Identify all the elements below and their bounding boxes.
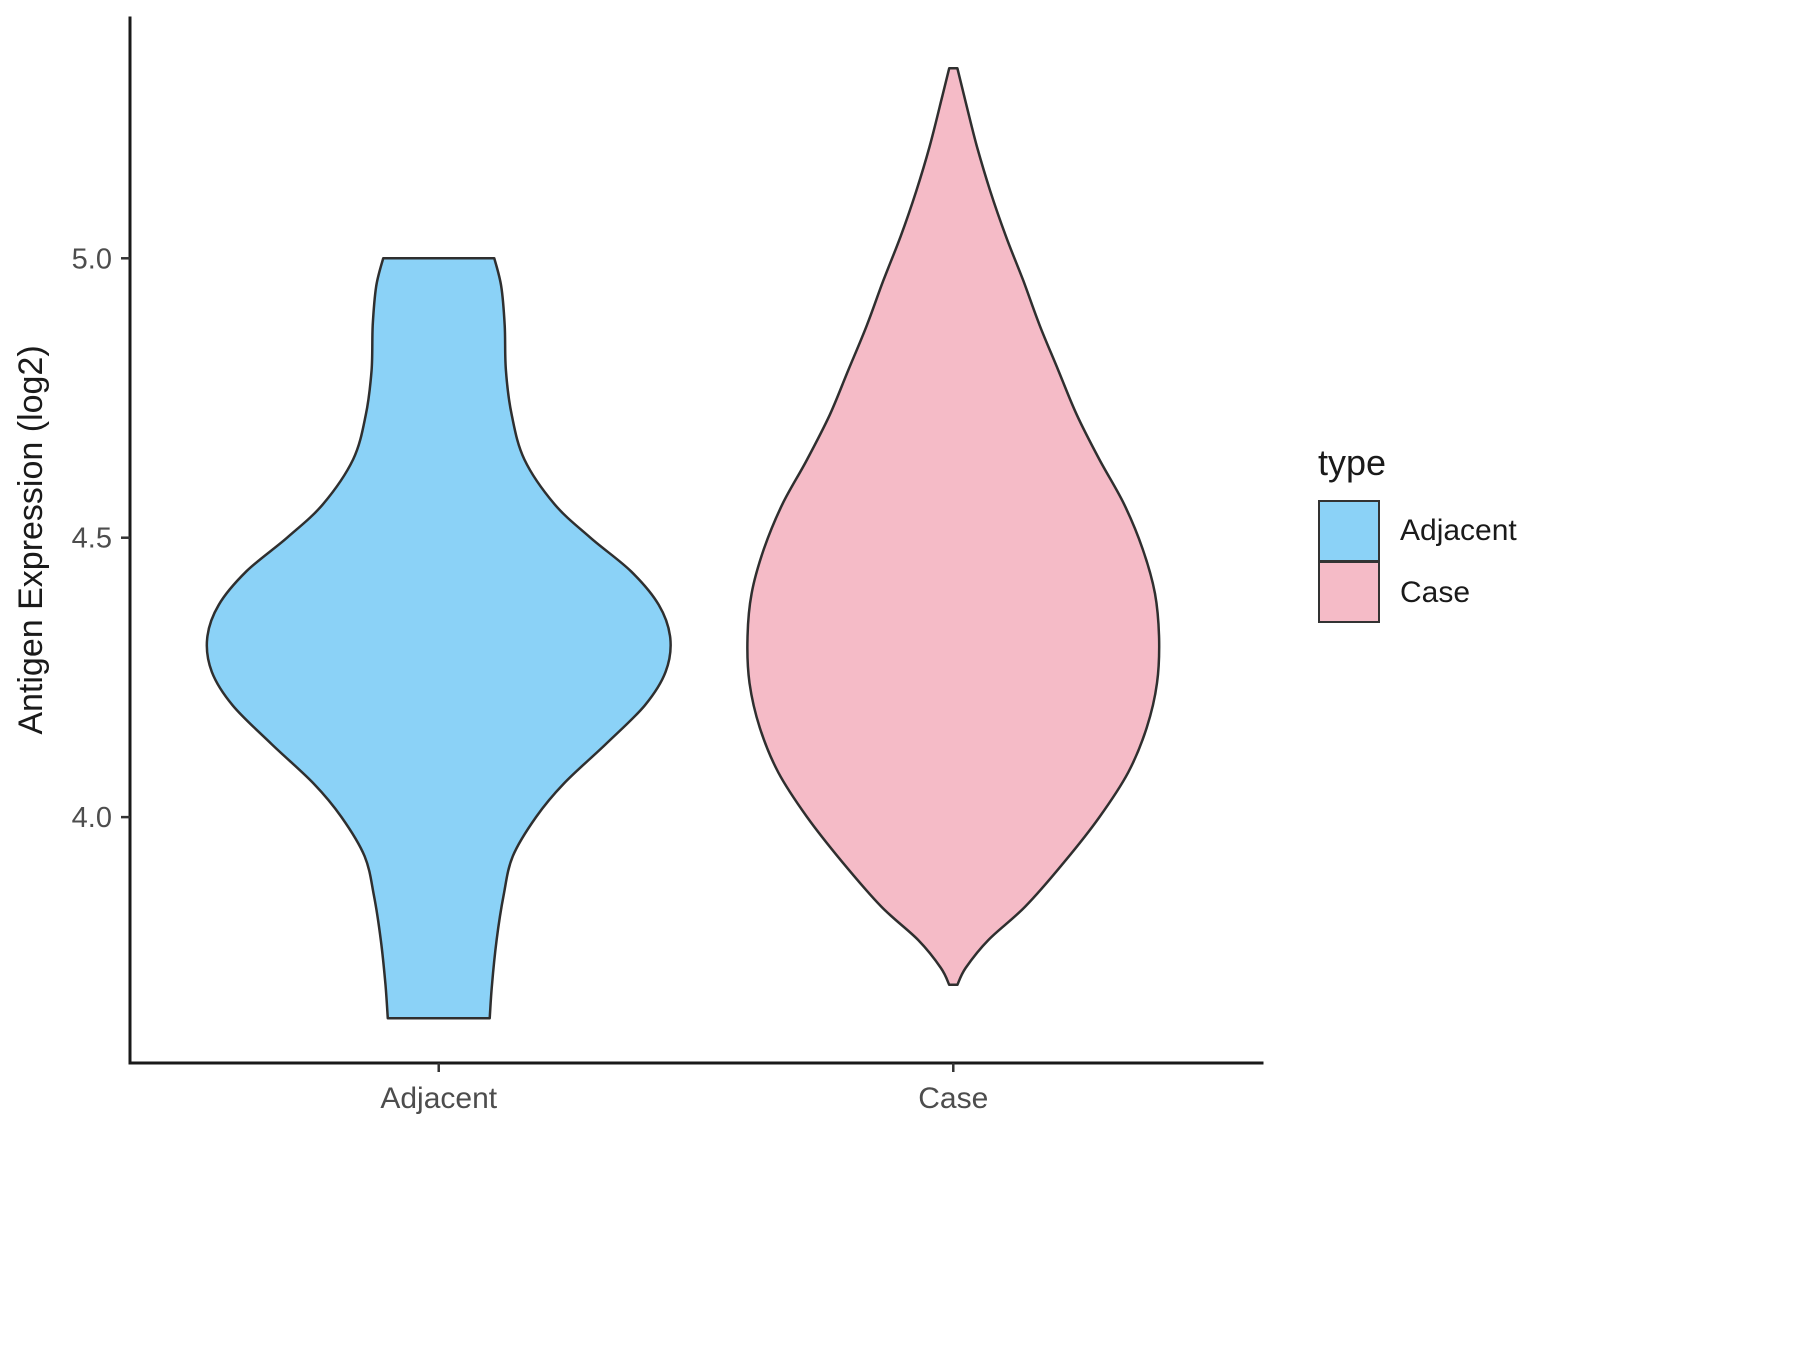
axis-lines bbox=[128, 16, 1264, 1065]
violin-case bbox=[746, 67, 1161, 987]
y-axis-title: Antigen Expression (log2) bbox=[12, 345, 50, 734]
legend-entry-adjacent: Adjacent bbox=[1318, 500, 1517, 562]
axis-ticks-group: 4.0 4.5 5.0 Adjacent Case bbox=[72, 243, 989, 1115]
x-category-label-adjacent: Adjacent bbox=[380, 1082, 497, 1115]
legend-entry-case: Case bbox=[1318, 561, 1517, 624]
legend-key-swatch bbox=[1318, 500, 1380, 562]
legend-title: type bbox=[1318, 442, 1387, 483]
y-tick-label: 4.0 bbox=[72, 802, 112, 834]
y-tick-label: 4.5 bbox=[72, 523, 112, 555]
legend: type Adjacent Case bbox=[1318, 442, 1517, 624]
x-category-label-case: Case bbox=[918, 1082, 988, 1115]
legend-entry-label: Case bbox=[1400, 576, 1471, 609]
y-tick-label: 5.0 bbox=[72, 243, 112, 275]
violin-adjacent bbox=[205, 257, 672, 1020]
legend-entries: Adjacent Case bbox=[1318, 500, 1517, 624]
legend-entry-label: Adjacent bbox=[1400, 514, 1517, 547]
violins-group bbox=[205, 67, 1161, 1020]
legend-key-swatch bbox=[1318, 561, 1380, 623]
